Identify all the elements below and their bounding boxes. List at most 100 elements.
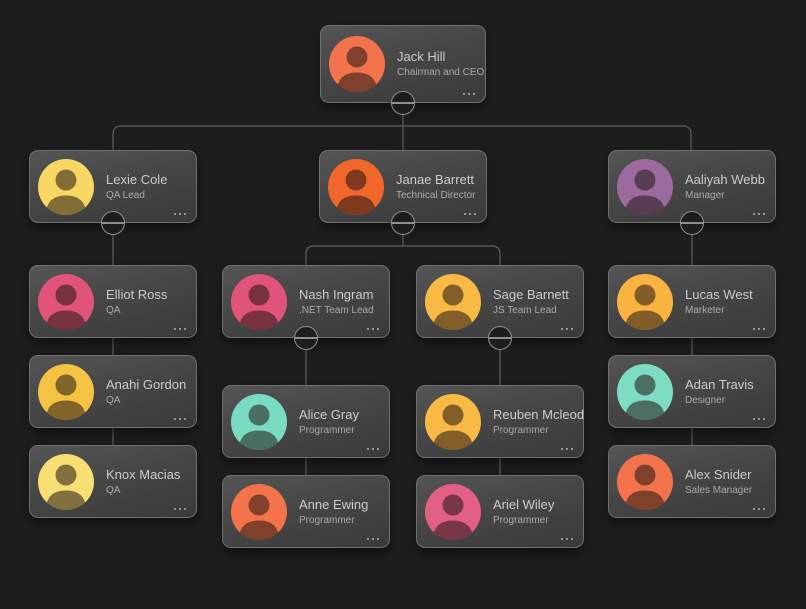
org-node-lexie-cole[interactable]: Lexie Cole QA Lead <box>29 150 197 223</box>
person-name: Aaliyah Webb <box>685 171 765 187</box>
avatar <box>231 393 287 450</box>
avatar <box>425 483 481 540</box>
avatar <box>38 273 94 330</box>
avatar <box>617 273 673 330</box>
avatar <box>617 363 673 420</box>
person-name: Ariel Wiley <box>493 496 555 512</box>
person-title: Chairman and CEO <box>397 67 485 78</box>
org-node-janae-barrett[interactable]: Janae Barrett Technical Director <box>319 150 487 223</box>
collapse-toggle-lexie-cole[interactable] <box>101 211 125 235</box>
more-options-button[interactable] <box>366 537 379 540</box>
person-silhouette-icon <box>625 374 665 420</box>
person-silhouette-icon <box>46 464 86 510</box>
org-node-ariel-wiley[interactable]: Ariel Wiley Programmer <box>416 475 584 548</box>
person-name: Sage Barnett <box>493 286 569 302</box>
org-node-sage-barnett[interactable]: Sage Barnett JS Team Lead <box>416 265 584 338</box>
org-node-jack-hill[interactable]: Jack Hill Chairman and CEO <box>320 25 486 103</box>
person-silhouette-icon <box>433 494 473 540</box>
more-options-button[interactable] <box>173 417 186 420</box>
person-silhouette-icon <box>46 284 86 330</box>
person-title: Programmer <box>493 514 549 526</box>
person-name: Reuben Mcleod <box>493 406 585 422</box>
avatar <box>231 483 287 540</box>
person-title: Designer <box>685 394 726 406</box>
person-title: Programmer <box>493 424 549 436</box>
avatar <box>328 158 384 215</box>
more-options-button[interactable] <box>752 507 765 510</box>
org-node-elliot-ross[interactable]: Elliot Ross QA <box>29 265 197 338</box>
person-title: QA <box>106 304 121 316</box>
person-silhouette-icon <box>239 404 279 450</box>
more-options-button[interactable] <box>173 327 186 330</box>
person-name: Lexie Cole <box>106 171 168 187</box>
person-name: Adan Travis <box>685 376 754 392</box>
person-title: JS Team Lead <box>493 304 557 316</box>
more-options-button[interactable] <box>752 212 765 215</box>
person-title: Sales Manager <box>685 484 753 496</box>
org-node-knox-macias[interactable]: Knox Macias QA <box>29 445 197 518</box>
collapse-toggle-sage-barnett[interactable] <box>488 326 512 350</box>
avatar <box>231 273 287 330</box>
more-options-button[interactable] <box>366 327 379 330</box>
person-title: QA <box>106 484 121 496</box>
person-silhouette-icon <box>625 464 665 510</box>
person-name: Knox Macias <box>106 466 181 482</box>
org-node-alex-snider[interactable]: Alex Snider Sales Manager <box>608 445 776 518</box>
org-node-anahi-gordon[interactable]: Anahi Gordon QA <box>29 355 197 428</box>
more-options-button[interactable] <box>752 327 765 330</box>
person-name: Janae Barrett <box>396 171 475 187</box>
person-name: Anne Ewing <box>299 496 369 512</box>
avatar <box>38 453 94 510</box>
person-silhouette-icon <box>336 169 376 215</box>
person-title: Technical Director <box>396 189 476 201</box>
person-title: Programmer <box>299 514 355 526</box>
more-options-button[interactable] <box>366 447 379 450</box>
avatar <box>425 273 481 330</box>
person-silhouette-icon <box>239 284 279 330</box>
person-name: Alice Gray <box>299 406 359 422</box>
person-name: Lucas West <box>685 286 753 302</box>
avatar <box>329 36 385 92</box>
person-title: Marketer <box>685 304 725 316</box>
org-node-anne-ewing[interactable]: Anne Ewing Programmer <box>222 475 390 548</box>
person-silhouette-icon <box>433 404 473 450</box>
more-options-button[interactable] <box>560 447 573 450</box>
person-silhouette-icon <box>46 169 86 215</box>
more-options-button[interactable] <box>173 507 186 510</box>
avatar <box>617 158 673 215</box>
more-options-button[interactable] <box>173 212 186 215</box>
avatar <box>38 363 94 420</box>
avatar <box>38 158 94 215</box>
person-name: Alex Snider <box>685 466 752 482</box>
collapse-toggle-nash-ingram[interactable] <box>294 326 318 350</box>
person-silhouette-icon <box>433 284 473 330</box>
person-silhouette-icon <box>625 284 665 330</box>
person-silhouette-icon <box>337 46 377 92</box>
person-silhouette-icon <box>625 169 665 215</box>
collapse-toggle-aaliyah-webb[interactable] <box>680 211 704 235</box>
more-options-button[interactable] <box>560 537 573 540</box>
more-options-button[interactable] <box>462 92 475 95</box>
more-options-button[interactable] <box>752 417 765 420</box>
org-node-adan-travis[interactable]: Adan Travis Designer <box>608 355 776 428</box>
person-title: QA <box>106 394 121 406</box>
collapse-toggle-jack-hill[interactable] <box>391 91 415 115</box>
avatar <box>617 453 673 510</box>
person-title: Manager <box>685 189 725 201</box>
org-node-nash-ingram[interactable]: Nash Ingram .NET Team Lead <box>222 265 390 338</box>
avatar <box>425 393 481 450</box>
org-node-alice-gray[interactable]: Alice Gray Programmer <box>222 385 390 458</box>
person-title: QA Lead <box>106 189 145 201</box>
org-node-aaliyah-webb[interactable]: Aaliyah Webb Manager <box>608 150 776 223</box>
org-node-lucas-west[interactable]: Lucas West Marketer <box>608 265 776 338</box>
org-node-reuben-mcleod[interactable]: Reuben Mcleod Programmer <box>416 385 584 458</box>
more-options-button[interactable] <box>560 327 573 330</box>
person-name: Anahi Gordon <box>106 376 187 392</box>
person-name: Nash Ingram <box>299 286 374 302</box>
person-title: Programmer <box>299 424 355 436</box>
more-options-button[interactable] <box>463 212 476 215</box>
person-name: Elliot Ross <box>106 286 168 302</box>
person-title: .NET Team Lead <box>299 304 374 316</box>
collapse-toggle-janae-barrett[interactable] <box>391 211 415 235</box>
